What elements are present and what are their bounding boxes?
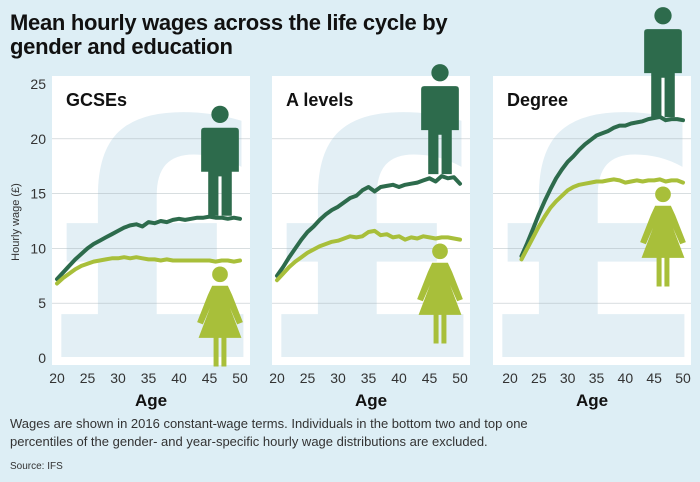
series-line-female xyxy=(519,177,685,262)
woman-body xyxy=(640,205,686,287)
x-tick-label: 50 xyxy=(232,370,248,386)
x-tick-label: 45 xyxy=(422,370,438,386)
man-icon xyxy=(421,64,459,175)
chart-title-line2: gender and education xyxy=(10,34,233,59)
y-axis: 0 5 10 15 20 25 Hourly wage (£) xyxy=(10,76,46,366)
x-axis-label: Age xyxy=(576,391,608,410)
man-body xyxy=(201,127,239,216)
x-tick-label: 45 xyxy=(646,370,662,386)
x-tick-label: 20 xyxy=(49,370,65,386)
y-tick-label: 20 xyxy=(30,131,46,147)
man-head xyxy=(211,105,229,123)
x-tick-label: 35 xyxy=(361,370,377,386)
series-line-male xyxy=(275,174,462,278)
woman-head xyxy=(655,186,671,203)
source-label: Source: IFS xyxy=(10,461,63,472)
x-tick-label: 45 xyxy=(202,370,218,386)
man-head xyxy=(431,64,449,82)
x-tick-label: 50 xyxy=(452,370,468,386)
series-line-male xyxy=(55,214,242,282)
x-tick-label: 20 xyxy=(269,370,285,386)
x-tick-label: 50 xyxy=(675,370,691,386)
x-axis-label: Age xyxy=(135,391,167,410)
pound-sign-icon: £ xyxy=(41,51,271,435)
x-tick-label: 40 xyxy=(618,370,634,386)
x-tick-label: 35 xyxy=(589,370,605,386)
woman-head xyxy=(432,243,448,260)
x-tick-label: 30 xyxy=(330,370,346,386)
panel-title: Degree xyxy=(507,90,568,110)
woman-icon xyxy=(640,186,686,287)
footnote-line1: Wages are shown in 2016 constant-wage te… xyxy=(10,416,528,431)
woman-icon xyxy=(197,266,243,367)
y-tick-label: 0 xyxy=(38,350,46,366)
series-line-male xyxy=(519,114,685,259)
x-tick-label: 25 xyxy=(300,370,316,386)
woman-head xyxy=(212,266,228,283)
man-icon xyxy=(201,105,239,216)
x-tick-label: 40 xyxy=(171,370,187,386)
x-axis-label: Age xyxy=(355,391,387,410)
man-head xyxy=(654,7,672,25)
woman-body xyxy=(197,285,243,367)
footnote-line2: percentiles of the gender- and year-spec… xyxy=(10,434,488,449)
x-tick-label: 20 xyxy=(502,370,518,386)
x-tick-label: 40 xyxy=(391,370,407,386)
x-tick-label: 35 xyxy=(141,370,157,386)
x-tick-label: 30 xyxy=(110,370,126,386)
x-tick-label: 25 xyxy=(531,370,547,386)
woman-body xyxy=(417,262,463,344)
woman-icon xyxy=(417,243,463,344)
panel-title: A levels xyxy=(286,90,353,110)
x-tick-label: 25 xyxy=(80,370,96,386)
man-icon xyxy=(644,7,682,118)
panel-title: GCSEs xyxy=(66,90,127,110)
series-line-female xyxy=(55,255,242,286)
y-axis-label: Hourly wage (£) xyxy=(10,183,22,261)
series-line-female xyxy=(275,228,462,283)
man-body xyxy=(644,29,682,118)
y-tick-label: 15 xyxy=(30,186,46,202)
x-tick-label: 30 xyxy=(560,370,576,386)
y-tick-label: 5 xyxy=(38,295,46,311)
y-tick-label: 10 xyxy=(30,240,46,256)
y-tick-label: 25 xyxy=(30,76,46,92)
man-body xyxy=(421,86,459,175)
chart-title-line1: Mean hourly wages across the life cycle … xyxy=(10,10,448,35)
